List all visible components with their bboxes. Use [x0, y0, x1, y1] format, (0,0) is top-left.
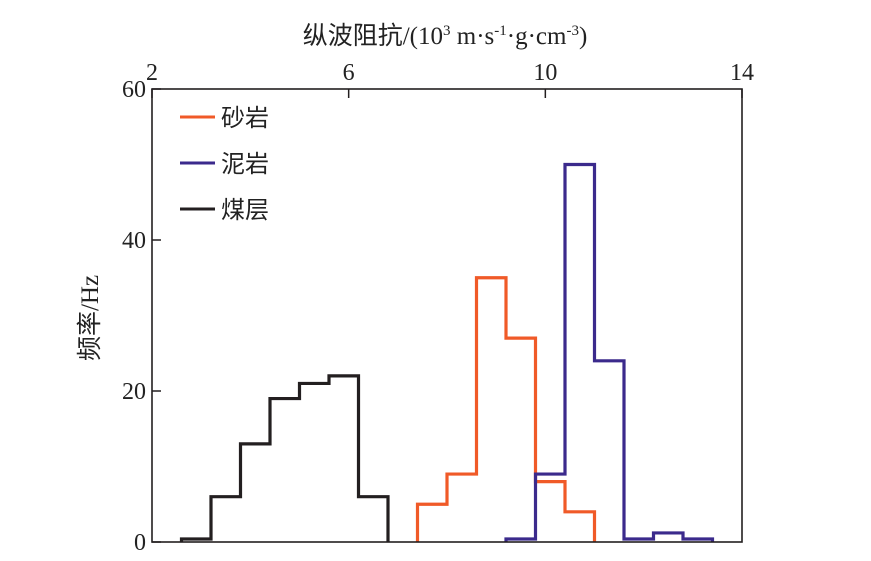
legend: 砂岩 泥岩 煤层 [180, 105, 269, 224]
x-axis-title: 纵波阻抗/(103 m·s-1·g·cm-3) [303, 22, 588, 50]
y-tick-label-40: 40 [122, 228, 146, 254]
histogram-outline-sandstone [415, 276, 597, 542]
y-axis-title: 频率/Hz [76, 275, 104, 361]
legend-label-mudstone: 泥岩 [221, 151, 269, 178]
bar-coal-1 [211, 497, 241, 542]
bar-coal-4 [300, 383, 330, 542]
bar-sandstone-1 [447, 474, 477, 542]
bar-coal-6 [359, 497, 389, 542]
legend-label-coal: 煤层 [221, 197, 269, 224]
bar-sandstone-5 [565, 512, 595, 542]
bar-mudstone-1 [536, 474, 566, 542]
bar-coal-5 [329, 376, 359, 542]
bar-sandstone-0 [418, 504, 448, 542]
y-tick-label-20: 20 [122, 379, 146, 405]
bar-mudstone-2 [565, 165, 595, 543]
x-tick-label-2: 2 [146, 60, 158, 86]
y-tick-label-0: 0 [134, 530, 146, 556]
x-tick-label-10: 10 [533, 60, 557, 86]
bar-mudstone-3 [595, 361, 625, 542]
bar-coal-2 [241, 444, 271, 542]
legend-label-sandstone: 砂岩 [221, 105, 269, 132]
histogram-outline-mudstone [504, 162, 715, 542]
bar-sandstone-3 [506, 338, 536, 542]
x-tick-label-6: 6 [343, 60, 355, 86]
bar-sandstone-2 [477, 278, 507, 542]
histogram-outline-coal [179, 374, 390, 542]
bar-coal-3 [270, 399, 300, 542]
plot-frame [151, 88, 743, 543]
x-tick-label-14: 14 [730, 60, 754, 86]
bar-sandstone-4 [536, 482, 566, 542]
y-tick-label-60: 60 [122, 77, 146, 103]
